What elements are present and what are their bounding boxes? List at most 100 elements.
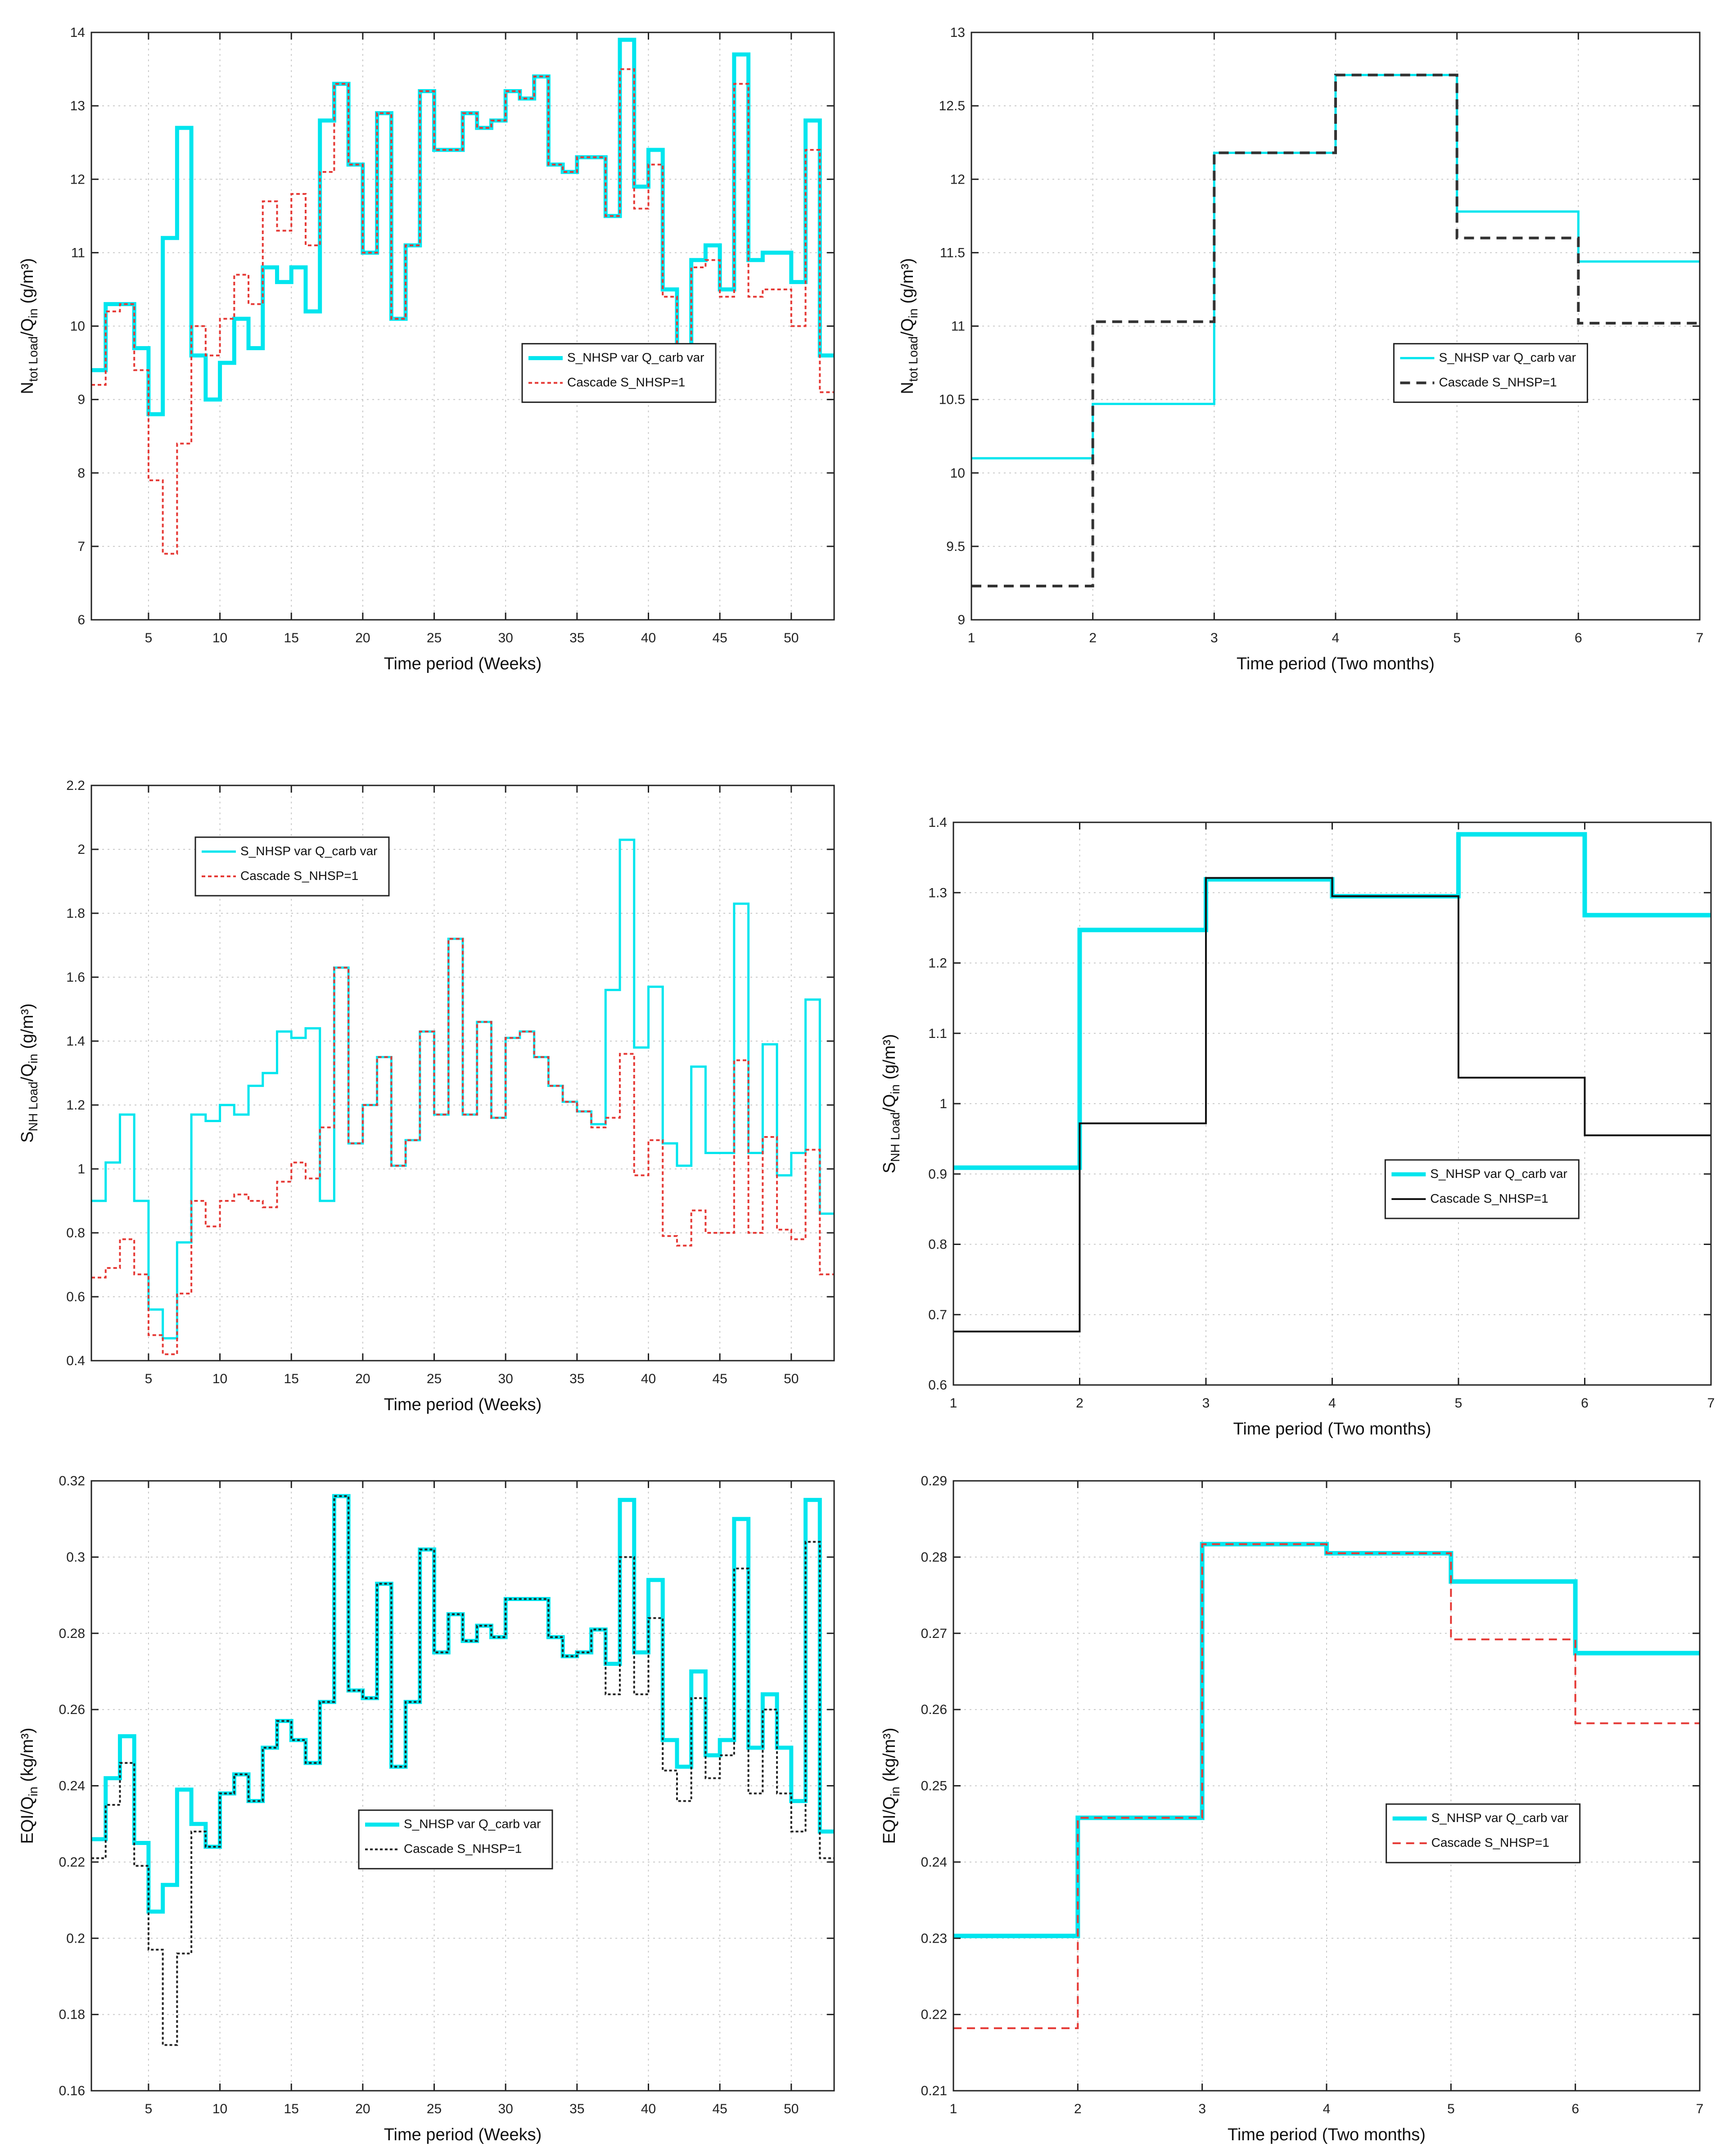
x-tick-label: 30 — [498, 2102, 513, 2116]
y-tick-label: 10 — [70, 319, 85, 334]
legend-entry: Cascade S_NHSP=1 — [404, 1842, 522, 1856]
legend-entry: S_NHSP var Q_carb var — [1439, 351, 1576, 365]
y-tick-label: 0.32 — [59, 1474, 85, 1488]
y-tick-label: 0.2 — [66, 1931, 85, 1946]
y-axis-label: EQI/Qin (kg/m³) — [18, 1728, 40, 1844]
y-tick-label: 0.28 — [59, 1626, 85, 1641]
y-axis-label: EQI/Qin (kg/m³) — [880, 1728, 902, 1844]
x-tick-label: 3 — [1210, 631, 1218, 645]
y-tick-label: 0.24 — [59, 1779, 85, 1794]
y-label-subscript: tot Load — [906, 336, 920, 382]
x-tick-label: 15 — [284, 1371, 299, 1386]
y-axis-label: Ntot Load/Qin (g/m³) — [18, 258, 40, 394]
y-label-text: /Q — [18, 1796, 37, 1814]
x-tick-label: 10 — [212, 2102, 227, 2116]
legend-box — [358, 1809, 553, 1870]
x-tick-label: 2 — [1089, 631, 1097, 645]
x-tick-label: 1 — [968, 631, 975, 645]
y-tick-label: 0.8 — [928, 1237, 947, 1252]
grid — [91, 1481, 834, 2091]
y-label-subscript: in — [26, 1054, 40, 1064]
legend-entry: Cascade S_NHSP=1 — [567, 375, 685, 389]
x-tick-label: 4 — [1323, 2102, 1331, 2116]
y-label-text: /Q — [880, 1796, 899, 1814]
x-tick-label: 50 — [784, 631, 799, 645]
x-tick-label: 7 — [1696, 631, 1704, 645]
series-snhsp-var-line — [91, 1494, 834, 1914]
x-tick-label: 50 — [784, 1371, 799, 1386]
y-axis-label: Ntot Load/Qin (g/m³) — [898, 258, 920, 394]
legend-box — [1393, 343, 1588, 403]
y-tick-label: 1.2 — [66, 1098, 85, 1113]
x-tick-label: 25 — [427, 1371, 442, 1386]
y-tick-label: 13 — [70, 99, 85, 113]
legend-box — [521, 343, 717, 403]
y-label-subscript: tot Load — [26, 336, 40, 382]
panel-f: 1 2 3 4 5 6 7 0.21 0.22 0.23 0.24 0.25 0.26 0.27 0.28 0… — [880, 1474, 1703, 2144]
x-tick-label: 35 — [569, 631, 584, 645]
legend: S_NHSP var Q_carb var Cascade S_NHSP=1 — [1386, 1803, 1581, 1863]
y-tick-label: 1.6 — [66, 970, 85, 985]
legend-entry: S_NHSP var Q_carb var — [567, 351, 704, 365]
y-tick-label: 0.26 — [921, 1702, 947, 1717]
x-tick-label: 45 — [712, 2102, 727, 2116]
y-tick-label: 9 — [957, 613, 965, 627]
y-axis-label: SNH Load/Qin (g/m³) — [880, 1034, 902, 1173]
y-label-text: (kg/m³) — [18, 1728, 37, 1786]
y-tick-label: 9 — [77, 392, 85, 407]
x-tick-label: 5 — [145, 1371, 153, 1386]
y-label-subscript: in — [888, 1786, 902, 1796]
x-tick-label: 35 — [569, 2102, 584, 2116]
series-cascade-line — [953, 877, 1711, 1333]
x-tick-label: 40 — [641, 631, 656, 645]
x-tick-label: 40 — [641, 2102, 656, 2116]
y-tick-label: 11.5 — [940, 245, 965, 260]
y-tick-label: 1.2 — [928, 956, 947, 971]
x-tick-label: 5 — [1447, 2102, 1455, 2116]
x-tick-label: 4 — [1328, 1396, 1336, 1411]
x-tick-label: 25 — [427, 631, 442, 645]
y-tick-label: 0.22 — [921, 2007, 947, 2022]
y-tick-label: 2 — [77, 842, 85, 857]
x-tick-label: 10 — [212, 1371, 227, 1386]
y-label-text: N — [898, 382, 917, 394]
legend-box — [1384, 1159, 1580, 1219]
x-tick-label: 15 — [284, 2102, 299, 2116]
y-tick-label: 12 — [950, 172, 965, 187]
x-tick-label: 30 — [498, 1371, 513, 1386]
x-axis-label: Time period (Weeks) — [384, 2125, 542, 2144]
legend-box — [194, 836, 390, 897]
legend-entry: S_NHSP var Q_carb var — [240, 844, 378, 858]
x-tick-label: 6 — [1581, 1396, 1589, 1411]
y-tick-label: 0.21 — [921, 2084, 947, 2098]
y-tick-label: 1.4 — [66, 1034, 85, 1049]
x-tick-label: 20 — [355, 1371, 370, 1386]
y-tick-label: 6 — [77, 613, 85, 627]
y-tick-label: 0.3 — [66, 1550, 85, 1565]
x-tick-label: 3 — [1198, 2102, 1206, 2116]
y-tick-label: 2.2 — [66, 778, 85, 793]
x-tick-label: 45 — [712, 631, 727, 645]
y-tick-label: 12 — [70, 172, 85, 187]
y-tick-label: 0.22 — [59, 1855, 85, 1870]
legend-entry: Cascade S_NHSP=1 — [1439, 375, 1557, 389]
legend-entry: S_NHSP var Q_carb var — [404, 1817, 541, 1831]
legend: S_NHSP var Q_carb var Cascade S_NHSP=1 — [1384, 1159, 1580, 1219]
y-tick-label: 10 — [950, 466, 965, 481]
x-tick-label: 1 — [950, 1396, 957, 1411]
y-tick-label: 1.3 — [928, 885, 947, 900]
x-tick-label: 4 — [1332, 631, 1340, 645]
y-tick-label: 0.18 — [59, 2007, 85, 2022]
y-label-text: /Q — [880, 1094, 899, 1112]
x-tick-label: 50 — [784, 2102, 799, 2116]
series-cascade-line — [953, 1543, 1700, 2030]
y-tick-label: 0.29 — [921, 1474, 947, 1488]
x-tick-label: 5 — [145, 631, 153, 645]
y-tick-label: 11 — [951, 319, 965, 334]
x-axis-label: Time period (Two months) — [1237, 654, 1435, 673]
x-axis-label: Time period (Weeks) — [384, 1395, 542, 1414]
y-tick-label: 1.1 — [928, 1026, 947, 1041]
legend-box — [1386, 1803, 1581, 1863]
legend: S_NHSP var Q_carb var Cascade S_NHSP=1 — [521, 343, 717, 403]
